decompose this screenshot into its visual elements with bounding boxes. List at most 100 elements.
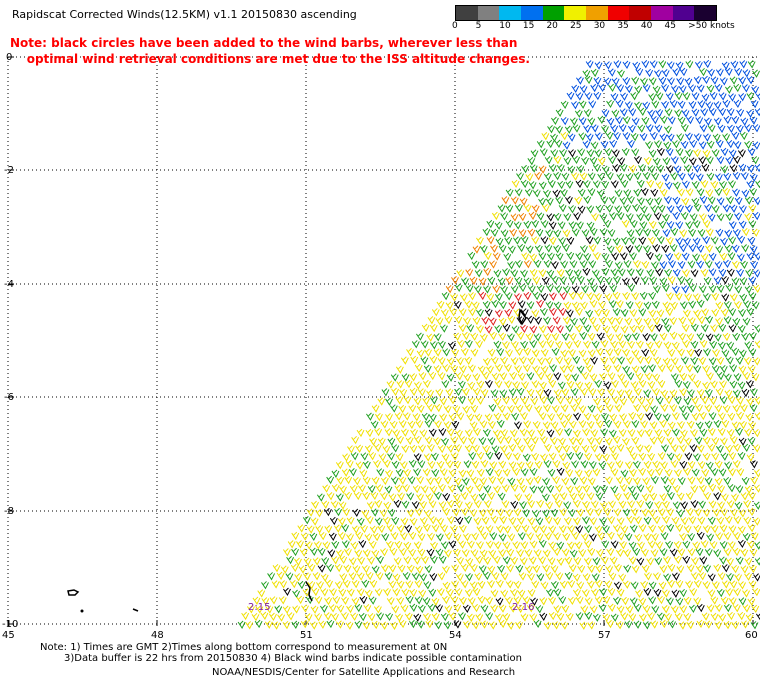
wind-barb — [470, 332, 479, 341]
wind-barb — [452, 493, 461, 502]
wind-barb — [650, 205, 659, 214]
wind-barb — [576, 508, 585, 517]
wind-barb — [484, 308, 493, 317]
wind-barb — [723, 259, 731, 269]
wind-barb — [747, 365, 756, 374]
wind-barb — [676, 204, 684, 213]
wind-barb — [458, 596, 467, 606]
wind-barb — [581, 444, 590, 454]
wind-barb — [491, 299, 500, 309]
wind-barb — [378, 453, 387, 462]
wind-barb — [307, 563, 316, 573]
wind-barb — [709, 91, 718, 101]
wind-barb — [523, 277, 532, 286]
wind-barb — [587, 547, 596, 557]
wind-barb — [519, 557, 528, 566]
wind-barb — [691, 468, 700, 477]
wind-barb — [394, 540, 403, 550]
wind-barb — [521, 252, 530, 261]
wind-barb — [449, 525, 458, 534]
wind-barb — [666, 205, 675, 214]
wind-barb — [514, 493, 523, 502]
wind-barb — [405, 436, 414, 446]
wind-barb — [513, 580, 522, 590]
wind-barb — [691, 180, 700, 190]
wind-barb — [566, 541, 575, 550]
wind-barb — [713, 419, 722, 429]
wind-barb — [692, 253, 701, 262]
wind-barb — [387, 508, 396, 518]
wind-barb — [683, 467, 691, 477]
wind-barb — [586, 292, 595, 301]
wind-barb — [408, 548, 416, 558]
wind-barb — [331, 556, 340, 565]
wind-barb — [615, 476, 624, 485]
wind-barb — [425, 493, 434, 502]
wind-barb — [565, 180, 574, 189]
wind-barb — [592, 485, 601, 494]
wind-barb — [354, 603, 363, 613]
wind-barb — [693, 508, 702, 517]
wind-barb — [599, 517, 607, 526]
legend-label: 30 — [593, 21, 606, 31]
wind-barb — [516, 604, 525, 614]
wind-barb — [591, 573, 600, 582]
wind-barb — [504, 292, 513, 301]
wind-barb — [742, 589, 750, 598]
wind-barb — [535, 605, 544, 614]
wind-barb — [393, 499, 402, 509]
wind-barb — [550, 149, 559, 158]
wind-barb — [513, 508, 522, 517]
wind-barb — [510, 588, 518, 598]
wind-barb — [520, 235, 529, 245]
wind-barb — [619, 397, 628, 406]
wind-barb — [678, 332, 686, 341]
wind-barb — [574, 397, 582, 406]
wind-barb — [396, 596, 405, 606]
wind-barb — [602, 453, 610, 462]
wind-barb — [404, 612, 413, 621]
wind-barb — [504, 380, 512, 389]
wind-barb — [753, 252, 760, 261]
wind-barb — [532, 365, 541, 374]
wind-barb — [646, 468, 655, 478]
wind-barb — [589, 156, 598, 166]
wind-barb — [746, 109, 755, 118]
wind-barb — [738, 220, 747, 230]
wind-barb — [427, 460, 436, 470]
wind-barb — [500, 356, 508, 365]
wind-barb — [710, 596, 719, 605]
wind-barb — [524, 403, 533, 413]
wind-barb — [483, 485, 492, 494]
wind-barb — [539, 148, 548, 157]
wind-barb — [442, 492, 451, 502]
wind-barb — [659, 188, 668, 198]
wind-barb — [716, 284, 725, 294]
wind-barb — [433, 491, 442, 501]
wind-barb — [594, 596, 603, 605]
wind-barb — [500, 429, 508, 438]
wind-barb — [696, 332, 705, 341]
wind-barb — [700, 396, 709, 405]
wind-barb — [700, 324, 709, 333]
wind-barb — [705, 101, 714, 110]
y-tick-label: -6 — [4, 392, 14, 403]
wind-barb — [545, 572, 554, 581]
wind-barb — [392, 573, 401, 582]
wind-barb — [396, 380, 405, 389]
wind-barb — [455, 573, 464, 582]
wind-barb — [563, 501, 572, 510]
wind-barb — [528, 211, 537, 221]
wind-barb — [535, 228, 544, 238]
wind-barb — [465, 557, 474, 566]
wind-barb — [502, 613, 511, 622]
wind-barb — [743, 300, 752, 309]
wind-barb — [631, 148, 640, 157]
wind-barb — [516, 477, 525, 486]
wind-barb — [376, 468, 385, 477]
wind-barb — [374, 427, 383, 437]
wind-barb — [632, 477, 641, 486]
wind-barb — [723, 548, 732, 557]
wind-barb — [396, 435, 404, 445]
wind-barb — [700, 179, 709, 189]
